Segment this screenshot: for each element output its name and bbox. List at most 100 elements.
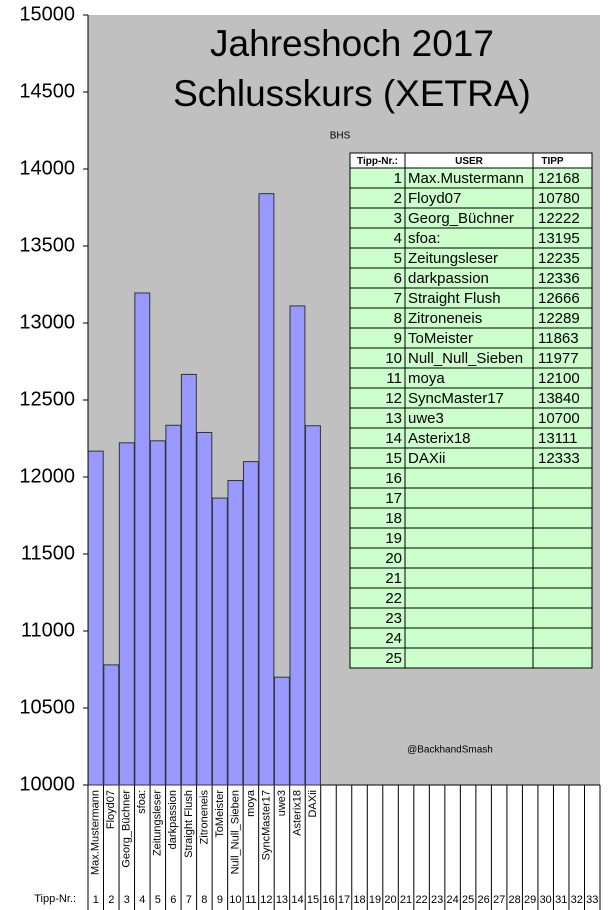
bar: [134, 292, 151, 786]
annotation: @BackhandSmash: [407, 745, 493, 756]
bar: [118, 442, 135, 786]
table-user: DAXii: [408, 450, 446, 467]
x-tick-label: 17: [338, 894, 350, 906]
bar-name-label: uwe3: [276, 790, 288, 816]
table-tipp-nr: 6: [394, 270, 402, 287]
x-tick-label: 10: [229, 894, 241, 906]
bar: [103, 664, 120, 786]
bar: [87, 450, 104, 786]
table-tipp-nr: 2: [394, 190, 402, 207]
bar: [289, 305, 306, 786]
table-tipp-nr: 14: [385, 430, 402, 447]
table-tipp-nr: 10: [385, 350, 402, 367]
y-tick-label: 14500: [19, 80, 75, 102]
table-tipp-nr: 3: [394, 210, 402, 227]
x-tick-label: 7: [186, 894, 192, 906]
table-tipp-nr: 8: [394, 310, 402, 327]
table-user: Asterix18: [408, 430, 471, 447]
x-tick-label: 8: [201, 894, 207, 906]
bar: [242, 461, 259, 786]
table-tipp-nr: 25: [385, 650, 402, 667]
annotation: BHS: [330, 131, 351, 142]
y-tick-label: 11000: [21, 619, 75, 641]
bar-name-label: Zitroneneis: [198, 790, 210, 845]
table-user: Georg_Büchner: [408, 210, 514, 227]
table-tipp-nr: 13: [385, 410, 402, 427]
table-tipp-nr: 17: [385, 490, 402, 507]
bar: [180, 373, 197, 786]
y-tick-label: 14000: [19, 157, 75, 179]
table-tipp-nr: 7: [394, 290, 402, 307]
table-header: USER: [455, 156, 484, 167]
y-tick-label: 11500: [21, 542, 75, 564]
table-tipp: 12289: [538, 310, 580, 327]
table-tipp: 13840: [538, 390, 580, 407]
bar-name-label: sfoa:: [136, 790, 148, 814]
bar: [196, 431, 213, 786]
x-tick-label: 30: [540, 894, 552, 906]
x-tick-label: 2: [108, 894, 114, 906]
x-tick-label: 27: [493, 894, 505, 906]
table-user: Zeitungsleser: [408, 250, 498, 267]
bar-name-label: darkpassion: [167, 790, 179, 849]
bar-name-label: Zeitungsleser: [152, 790, 164, 856]
bar-name-label: Straight Flush: [183, 790, 195, 858]
x-tick-label: 5: [155, 894, 161, 906]
x-tick-label: 15: [307, 894, 319, 906]
table-tipp-nr: 21: [385, 570, 402, 587]
table-user: Floyd07: [408, 190, 461, 207]
bar: [273, 676, 290, 786]
table-tipp-nr: 12: [385, 390, 402, 407]
table-tipp: 13111: [538, 430, 578, 447]
x-tick-label: 32: [571, 894, 583, 906]
x-tick-label: 18: [353, 894, 365, 906]
table-tipp-nr: 20: [385, 550, 402, 567]
bar-name-label: SyncMaster17: [260, 790, 272, 860]
table-tipp-nr: 24: [385, 630, 402, 647]
table-tipp-nr: 15: [385, 450, 402, 467]
table-tipp: 12100: [538, 370, 580, 387]
bar: [211, 497, 228, 786]
y-tick-label: 10000: [19, 773, 75, 795]
bar: [305, 425, 321, 786]
x-tick-label: 31: [555, 894, 567, 906]
bar-name-label: Max.Mustermann: [90, 790, 102, 875]
chart-title: Jahreshoch 2017: [210, 23, 494, 64]
bar: [227, 480, 244, 786]
bar-name-label: Georg_Büchner: [121, 790, 133, 868]
x-tick-label: 4: [139, 894, 145, 906]
bar-name-label: moya: [245, 789, 257, 817]
bar-name-label: DAXii: [307, 790, 319, 818]
table-tipp: 12222: [538, 210, 580, 227]
x-tick-label: 12: [260, 894, 272, 906]
table-tipp: 12168: [538, 170, 580, 187]
x-tick-label: 20: [384, 894, 396, 906]
bar-name-label: Asterix18: [291, 790, 303, 836]
table-tipp: 11977: [538, 350, 579, 367]
x-tick-label: 29: [524, 894, 536, 906]
table-tipp: 12336: [538, 270, 580, 287]
bar-name-label: ToMeister: [214, 790, 226, 838]
table-header: Tipp-Nr.:: [357, 156, 398, 167]
table-user: SyncMaster17: [408, 390, 504, 407]
table-user: Max.Mustermann: [408, 170, 524, 187]
x-tick-label: 26: [478, 894, 490, 906]
table-user: darkpassion: [408, 270, 489, 287]
x-tick-label: 28: [509, 894, 521, 906]
table-tipp-nr: 23: [385, 610, 402, 627]
y-tick-label: 12500: [19, 388, 75, 410]
x-tick-label: 11: [245, 894, 256, 906]
table-tipp: 12333: [538, 450, 580, 467]
table-header-background: [349, 152, 593, 169]
table-background: [349, 152, 593, 669]
bar: [149, 440, 166, 786]
table-tipp-nr: 16: [385, 470, 402, 487]
x-tick-label: 6: [170, 894, 176, 906]
y-tick-label: 10500: [19, 696, 75, 718]
y-tick-label: 13500: [19, 234, 75, 256]
x-tick-label: 22: [415, 894, 427, 906]
table-tipp: 11863: [538, 330, 579, 347]
table-user: uwe3: [408, 410, 444, 427]
table-user: Null_Null_Sieben: [408, 350, 523, 367]
table-tipp: 10780: [538, 190, 580, 207]
